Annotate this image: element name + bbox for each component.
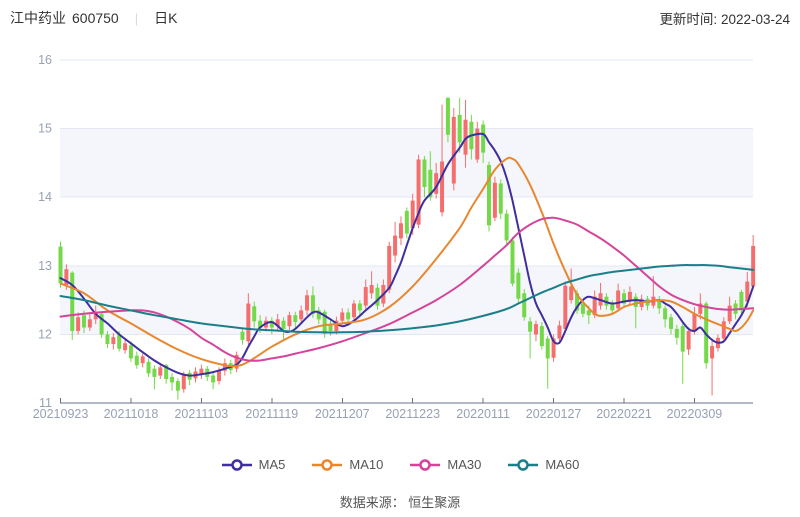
svg-text:20210923: 20210923 xyxy=(33,407,89,421)
svg-text:11: 11 xyxy=(39,396,52,410)
svg-text:15: 15 xyxy=(38,122,52,136)
chart-header: 江中药业 600750 | 日K 更新时间: 2022-03-24 xyxy=(10,8,790,28)
legend-ma30[interactable]: MA30 xyxy=(409,457,481,472)
svg-text:20220127: 20220127 xyxy=(526,407,582,421)
svg-text:20211018: 20211018 xyxy=(104,407,159,421)
ma5-legend-marker xyxy=(221,458,252,471)
svg-text:20220309: 20220309 xyxy=(667,407,723,421)
svg-text:20211119: 20211119 xyxy=(245,407,298,421)
stock-title: 江中药业 600750 xyxy=(10,8,119,28)
svg-text:20211223: 20211223 xyxy=(385,407,440,421)
svg-text:20220221: 20220221 xyxy=(596,407,652,421)
legend-ma5[interactable]: MA5 xyxy=(221,457,286,472)
legend-ma5-label: MA5 xyxy=(258,457,286,472)
tab-daily-k[interactable]: 日K xyxy=(154,10,178,26)
legend-ma10[interactable]: MA10 xyxy=(311,457,383,472)
stock-name: 江中药业 xyxy=(10,10,66,26)
ma30-legend-marker xyxy=(410,458,441,471)
update-time: 更新时间: 2022-03-24 xyxy=(659,12,790,27)
svg-text:12: 12 xyxy=(38,327,52,341)
stock-code: 600750 xyxy=(72,10,119,26)
data-source-note: 数据来源： 恒生聚源 xyxy=(339,495,461,510)
svg-text:14: 14 xyxy=(38,190,52,204)
chart-legend: MA5 MA10 MA30 MA60 xyxy=(0,457,800,472)
svg-text:16: 16 xyxy=(38,53,52,67)
legend-ma60[interactable]: MA60 xyxy=(507,457,579,472)
svg-text:20211207: 20211207 xyxy=(315,407,370,421)
svg-text:13: 13 xyxy=(38,259,52,273)
svg-text:20211103: 20211103 xyxy=(174,407,228,421)
legend-ma60-label: MA60 xyxy=(545,457,580,472)
svg-text:20220111: 20220111 xyxy=(456,407,510,421)
legend-ma10-label: MA10 xyxy=(349,457,384,472)
ma60-legend-marker xyxy=(508,458,539,471)
ma10-legend-marker xyxy=(312,458,343,471)
header-divider: | xyxy=(134,10,139,26)
legend-ma30-label: MA30 xyxy=(447,457,482,472)
